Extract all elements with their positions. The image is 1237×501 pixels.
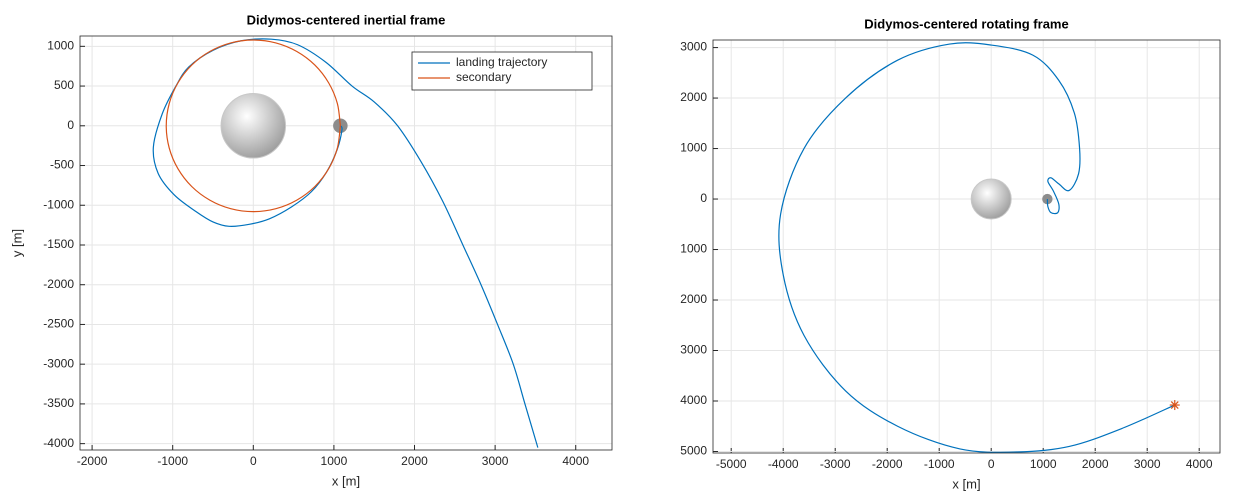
y-tick-label: -3500 <box>43 396 74 410</box>
x-tick-label: -1000 <box>157 454 188 468</box>
x-axis-label: x [m] <box>332 473 360 488</box>
plot-area <box>713 40 1220 453</box>
y-tick-label: 500 <box>54 78 74 92</box>
y-tick-label: -4000 <box>43 436 74 450</box>
y-tick-label: 5000 <box>680 444 707 458</box>
legend-label: landing trajectory <box>456 55 547 69</box>
body <box>221 94 285 158</box>
y-tick-label: 1000 <box>47 39 74 53</box>
x-tick-label: -2000 <box>872 457 903 471</box>
x-tick-label: 1000 <box>321 454 348 468</box>
y-tick-label: -500 <box>50 158 74 172</box>
x-tick-label: -4000 <box>768 457 799 471</box>
y-tick-label: 2000 <box>680 292 707 306</box>
x-tick-label: -2000 <box>77 454 108 468</box>
x-tick-label: -3000 <box>820 457 851 471</box>
y-tick-label: 3000 <box>680 40 707 54</box>
y-tick-label: -3000 <box>43 356 74 370</box>
x-tick-label: 4000 <box>562 454 589 468</box>
body <box>971 179 1011 219</box>
y-tick-label: 0 <box>700 191 707 205</box>
x-tick-label: 1000 <box>1030 457 1057 471</box>
x-axis-label: x [m] <box>952 476 980 491</box>
x-tick-label: -5000 <box>716 457 747 471</box>
legend-label: secondary <box>456 70 511 84</box>
y-tick-label: 2000 <box>680 90 707 104</box>
y-tick-label: -2000 <box>43 277 74 291</box>
chart-title: Didymos-centered inertial frame <box>247 12 446 27</box>
x-tick-label: 4000 <box>1186 457 1213 471</box>
y-tick-label: 4000 <box>680 393 707 407</box>
x-tick-label: 3000 <box>482 454 509 468</box>
x-tick-label: 0 <box>250 454 257 468</box>
page: {"chart_data": [ {"type": "line", "title… <box>0 0 1237 501</box>
figure: -2000-10000100020003000400010005000-500-… <box>0 0 1237 501</box>
y-tick-label: -1500 <box>43 237 74 251</box>
end-marker <box>1170 400 1180 410</box>
plot-area <box>80 36 612 450</box>
x-tick-label: 3000 <box>1134 457 1161 471</box>
y-tick-label: 0 <box>67 118 74 132</box>
y-tick-label: 1000 <box>680 242 707 256</box>
y-tick-label: 1000 <box>680 141 707 155</box>
y-tick-label: 3000 <box>680 343 707 357</box>
chart-title: Didymos-centered rotating frame <box>864 16 1068 31</box>
y-tick-label: -2500 <box>43 317 74 331</box>
x-tick-label: -1000 <box>924 457 955 471</box>
x-tick-label: 2000 <box>401 454 428 468</box>
x-tick-label: 0 <box>988 457 995 471</box>
y-tick-label: -1000 <box>43 197 74 211</box>
y-axis-label: y [m] <box>9 229 24 257</box>
x-tick-label: 2000 <box>1082 457 1109 471</box>
